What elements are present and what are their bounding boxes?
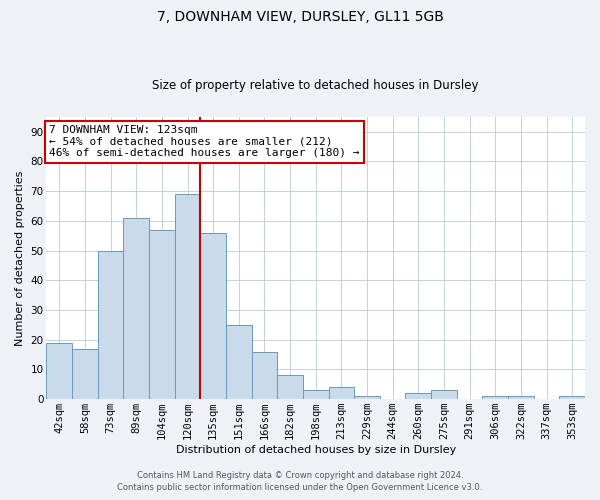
- Bar: [226, 325, 251, 399]
- Bar: [303, 390, 329, 399]
- Text: Contains HM Land Registry data © Crown copyright and database right 2024.
Contai: Contains HM Land Registry data © Crown c…: [118, 471, 482, 492]
- Bar: [482, 396, 508, 399]
- Bar: [277, 376, 303, 399]
- Bar: [149, 230, 175, 399]
- Bar: [98, 250, 124, 399]
- Bar: [559, 396, 585, 399]
- Bar: [200, 232, 226, 399]
- Title: Size of property relative to detached houses in Dursley: Size of property relative to detached ho…: [152, 79, 479, 92]
- Bar: [354, 396, 380, 399]
- Bar: [508, 396, 534, 399]
- Y-axis label: Number of detached properties: Number of detached properties: [15, 170, 25, 346]
- Bar: [251, 352, 277, 399]
- Bar: [406, 393, 431, 399]
- Bar: [175, 194, 200, 399]
- Text: 7 DOWNHAM VIEW: 123sqm
← 54% of detached houses are smaller (212)
46% of semi-de: 7 DOWNHAM VIEW: 123sqm ← 54% of detached…: [49, 125, 359, 158]
- Bar: [431, 390, 457, 399]
- Bar: [124, 218, 149, 399]
- Bar: [46, 342, 72, 399]
- Bar: [72, 348, 98, 399]
- Bar: [329, 388, 354, 399]
- Text: 7, DOWNHAM VIEW, DURSLEY, GL11 5GB: 7, DOWNHAM VIEW, DURSLEY, GL11 5GB: [157, 10, 443, 24]
- X-axis label: Distribution of detached houses by size in Dursley: Distribution of detached houses by size …: [176, 445, 456, 455]
